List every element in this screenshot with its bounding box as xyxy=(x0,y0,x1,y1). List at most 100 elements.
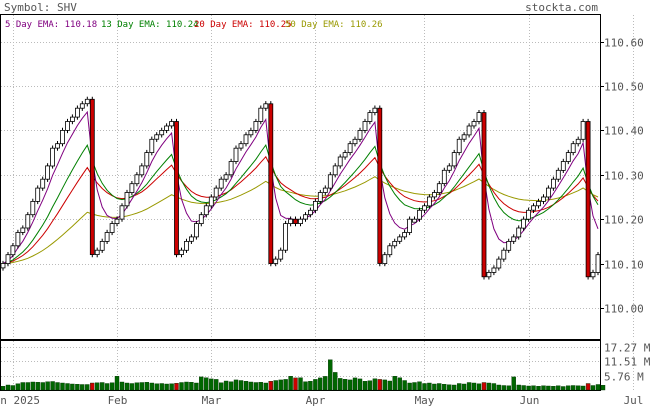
candle-body xyxy=(357,129,363,140)
candle-body xyxy=(352,138,358,145)
candle-body xyxy=(55,143,60,149)
price-tick-label: 110.10 xyxy=(604,259,644,272)
candle-up xyxy=(298,216,303,227)
candle-body xyxy=(154,134,160,140)
candle-up xyxy=(476,110,482,125)
candle-body xyxy=(466,125,472,136)
candle-body xyxy=(347,143,353,153)
volume-bar xyxy=(521,385,526,391)
candle-up xyxy=(188,234,194,244)
candle-body xyxy=(263,103,269,109)
volume-bar xyxy=(65,383,70,391)
candle-down xyxy=(377,105,383,267)
volume-bar xyxy=(10,385,16,391)
candle-up xyxy=(70,114,75,125)
candle-body xyxy=(436,183,442,193)
volume-bar xyxy=(357,378,363,391)
volume-bar xyxy=(387,380,392,391)
candle-up xyxy=(114,216,120,227)
candle-body xyxy=(208,196,214,207)
candle-body xyxy=(551,178,556,189)
candle-up xyxy=(228,158,234,178)
ema13-line xyxy=(2,143,599,264)
candle-body xyxy=(342,152,348,158)
candle-up xyxy=(491,265,497,276)
candle-body xyxy=(486,271,492,278)
candle-body xyxy=(233,147,239,162)
candle-body xyxy=(511,236,517,242)
volume-bar xyxy=(303,381,308,391)
candle-body xyxy=(526,209,531,220)
volume-bar xyxy=(35,382,40,391)
candle-up xyxy=(342,149,348,160)
candle-body xyxy=(377,107,383,264)
candle-body xyxy=(164,125,170,131)
candle-up xyxy=(367,110,373,125)
volume-bar xyxy=(585,383,591,391)
volume-bar xyxy=(179,382,184,391)
price-tick-label: 110.50 xyxy=(604,81,644,94)
candle-body xyxy=(228,161,234,176)
candle-body xyxy=(198,214,204,224)
volume-bar xyxy=(114,376,120,391)
volume-bar xyxy=(432,383,437,391)
volume-bar xyxy=(149,382,155,391)
candle-body xyxy=(565,152,571,162)
volume-bar xyxy=(397,377,402,391)
candle-body xyxy=(382,254,388,264)
candle-up xyxy=(387,243,393,258)
volume-bar xyxy=(461,383,467,391)
volume-bar xyxy=(15,383,21,391)
volume-bar xyxy=(268,381,273,391)
candle-up xyxy=(134,172,140,187)
volume-bar xyxy=(204,377,209,391)
candle-up xyxy=(397,234,403,244)
candle-body xyxy=(506,240,512,251)
date-tick-label: Jul xyxy=(624,394,644,406)
candle-up xyxy=(595,252,601,276)
volume-bar xyxy=(412,382,417,391)
candle-up xyxy=(565,149,571,165)
candle-up xyxy=(15,229,21,249)
volume-bar xyxy=(511,376,516,391)
volume-bar xyxy=(377,379,382,391)
candle-body xyxy=(312,200,318,211)
candle-body xyxy=(203,205,209,216)
candle-up xyxy=(164,123,170,134)
volume-bar xyxy=(323,376,328,391)
candle-body xyxy=(402,232,408,238)
candle-body xyxy=(322,187,328,193)
volume-bar xyxy=(566,385,571,391)
candle-body xyxy=(307,209,313,216)
ema50-line xyxy=(2,176,599,264)
candle-body xyxy=(516,227,522,238)
candle-body xyxy=(431,192,437,198)
volume-bar xyxy=(595,384,601,391)
candle-down xyxy=(268,101,274,267)
candle-up xyxy=(238,141,244,151)
candle-body xyxy=(94,249,100,255)
volume-bar xyxy=(526,385,531,391)
candle-up xyxy=(327,172,333,191)
candle-up xyxy=(422,203,427,213)
candle-up xyxy=(546,185,551,200)
candle-up xyxy=(55,141,60,151)
volume-axis: 17.27 M11.51 M 5.76 M xyxy=(604,342,651,384)
candle-body xyxy=(50,147,55,167)
candle-up xyxy=(208,194,214,209)
volume-bar xyxy=(134,382,140,391)
candle-up xyxy=(407,216,413,236)
volume-bar xyxy=(228,381,234,391)
candle-body xyxy=(595,254,601,273)
candle-body xyxy=(139,165,145,176)
volume-bar xyxy=(471,382,477,391)
candle-up xyxy=(357,127,363,142)
volume-bar xyxy=(209,378,214,391)
volume-bar xyxy=(491,383,497,391)
candle-up xyxy=(412,216,417,223)
volume-bar xyxy=(328,359,333,391)
candle-up xyxy=(248,127,254,138)
candle-body xyxy=(45,165,50,180)
candle-up xyxy=(362,118,368,134)
